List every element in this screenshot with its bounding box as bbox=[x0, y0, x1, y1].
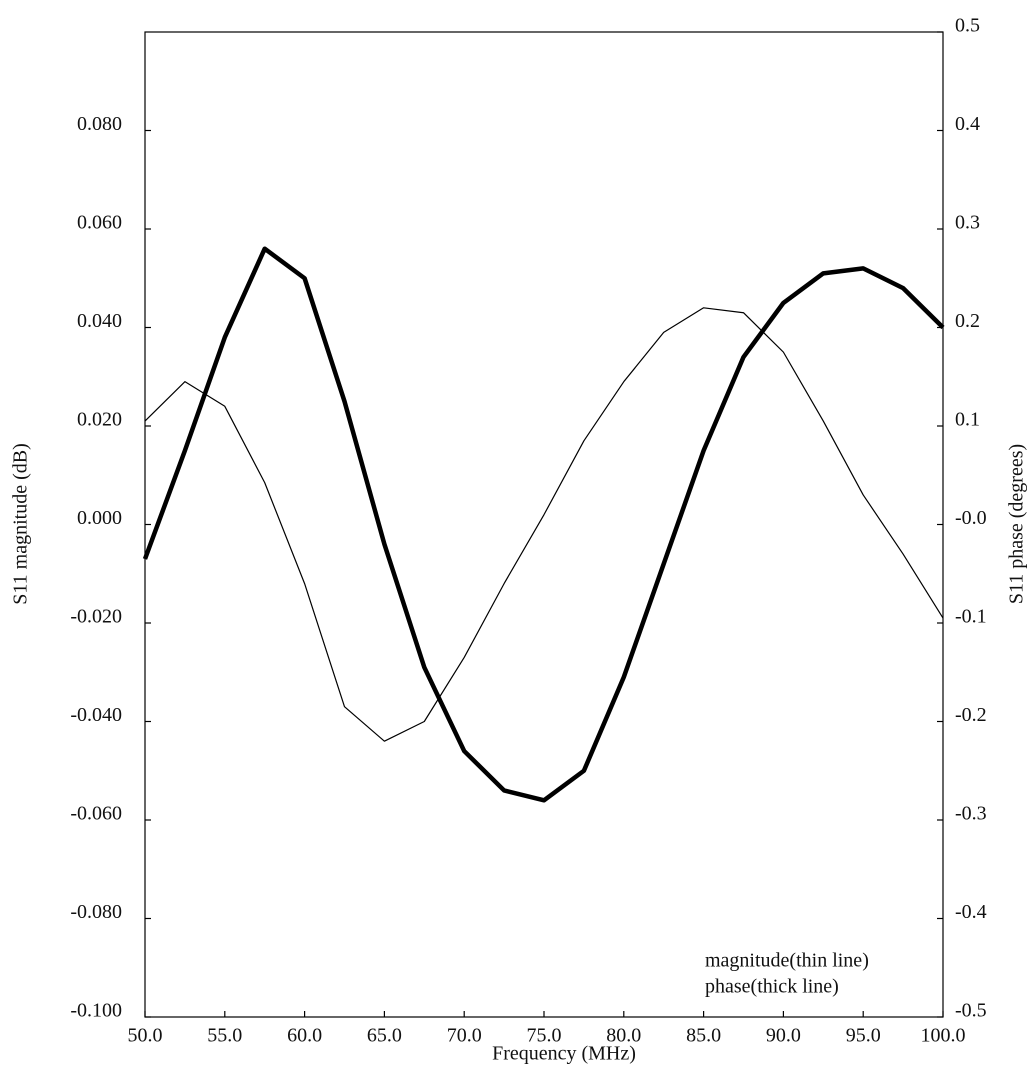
y2-tick-label: -0.1 bbox=[955, 606, 987, 628]
y-tick-label: 0.060 bbox=[77, 212, 122, 234]
y-tick-label: -0.080 bbox=[70, 901, 122, 923]
x-tick-label: 70.0 bbox=[447, 1025, 482, 1047]
series-line bbox=[142, 246, 945, 803]
y2-tick-label: -0.2 bbox=[955, 704, 987, 726]
x-tick-label: 60.0 bbox=[287, 1025, 322, 1047]
plot-frame bbox=[144, 31, 944, 1018]
series-line bbox=[144, 307, 944, 742]
x-tick-label: 90.0 bbox=[766, 1025, 801, 1047]
y2-tick-label: 0.2 bbox=[955, 310, 980, 332]
annotation: phase(thick line) bbox=[705, 976, 839, 998]
y-tick-label: 0.040 bbox=[77, 310, 122, 332]
y2-tick-label: -0.0 bbox=[955, 507, 987, 529]
x-tick-label: 55.0 bbox=[207, 1025, 242, 1047]
y2-tick-label: -0.4 bbox=[955, 901, 987, 923]
x-tick-label: 65.0 bbox=[367, 1025, 402, 1047]
annotation: magnitude(thin line) bbox=[705, 950, 869, 972]
y2-axis-label: S11 phase (degrees) bbox=[1006, 444, 1028, 604]
y2-tick-label: 0.3 bbox=[955, 212, 980, 234]
x-tick-label: 100.0 bbox=[921, 1025, 966, 1047]
x-tick-label: 95.0 bbox=[846, 1025, 881, 1047]
x-tick-label: 80.0 bbox=[606, 1025, 641, 1047]
x-tick-label: 85.0 bbox=[686, 1025, 721, 1047]
x-tick-label: 50.0 bbox=[128, 1025, 163, 1047]
x-tick-label: 75.0 bbox=[527, 1025, 562, 1047]
x-axis-label: Frequency (MHz) bbox=[492, 1043, 636, 1065]
y-tick-label: -0.100 bbox=[70, 1000, 122, 1022]
y2-tick-label: 0.5 bbox=[955, 15, 980, 37]
y-tick-label: -0.040 bbox=[70, 704, 122, 726]
y-tick-label: -0.060 bbox=[70, 803, 122, 825]
y2-tick-label: -0.5 bbox=[955, 1000, 987, 1022]
y2-tick-label: 0.1 bbox=[955, 409, 980, 431]
y-tick-label: 0.000 bbox=[77, 507, 122, 529]
y-axis-label: S11 magnitude (dB) bbox=[10, 443, 32, 604]
y2-tick-label: -0.3 bbox=[955, 803, 987, 825]
y-tick-label: 0.080 bbox=[77, 113, 122, 135]
y2-tick-label: 0.4 bbox=[955, 113, 980, 135]
y-tick-label: -0.020 bbox=[70, 606, 122, 628]
y-tick-label: 0.020 bbox=[77, 409, 122, 431]
